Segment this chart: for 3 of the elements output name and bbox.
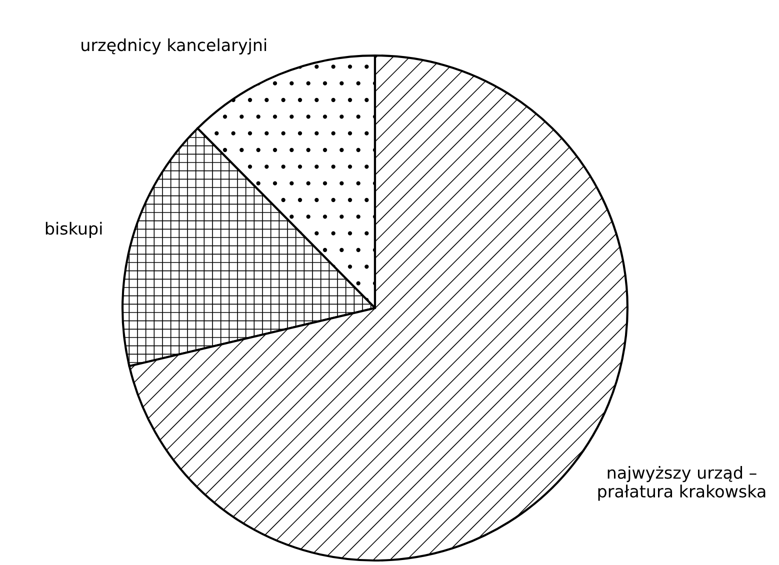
slice-label: urzędnicy kancelaryjni	[82, 38, 266, 54]
slice-label: biskupi	[46, 222, 102, 238]
slice-label: najwyższy urząd – prałatura krakowska	[598, 466, 766, 501]
